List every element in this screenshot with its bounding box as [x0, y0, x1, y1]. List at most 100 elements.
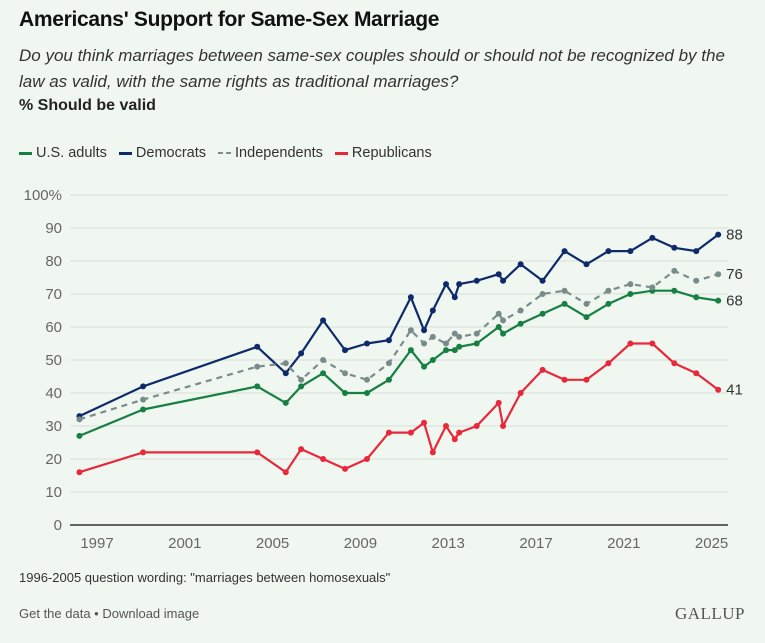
footnote: 1996-2005 question wording: "marriages b… — [19, 570, 391, 585]
x-tick-label: 2001 — [168, 535, 201, 552]
data-point — [473, 330, 480, 337]
data-point — [254, 343, 261, 350]
legend-item-republicans[interactable]: Republicans — [334, 145, 432, 161]
data-point — [500, 423, 507, 429]
legend-item-democrats[interactable]: Democrats — [118, 145, 207, 161]
x-tick-label: 2005 — [256, 535, 289, 552]
data-point — [421, 363, 428, 370]
y-axis-ticks: 0 10 20 30 40 50 60 70 80 90 100% — [24, 187, 62, 534]
y-tick-label: 0 — [54, 517, 62, 534]
legend-item-us-adults[interactable]: U.S. adults — [19, 145, 107, 161]
legend-swatch-us-adults — [19, 151, 32, 155]
end-label-independents: 76 — [726, 266, 743, 283]
data-point — [421, 327, 428, 334]
data-point — [583, 261, 590, 268]
data-point — [282, 469, 289, 476]
x-tick-label: 1997 — [80, 535, 113, 552]
data-point — [385, 360, 392, 367]
data-point — [363, 340, 370, 347]
data-point — [649, 284, 656, 291]
data-point — [583, 300, 590, 307]
x-tick-label: 2021 — [607, 535, 640, 552]
data-point — [456, 343, 463, 350]
data-point — [429, 333, 436, 340]
data-point — [451, 347, 458, 354]
data-point — [443, 281, 450, 288]
legend: U.S. adults Democrats Independents Repub… — [19, 145, 432, 161]
data-point — [76, 416, 83, 423]
data-point — [517, 320, 524, 327]
download-image-link[interactable]: Download image — [102, 606, 200, 621]
data-point — [443, 347, 450, 354]
legend-label: Democrats — [135, 145, 207, 161]
data-point — [320, 317, 327, 324]
legend-swatch-republicans — [334, 151, 348, 155]
data-point — [456, 333, 463, 340]
data-point — [429, 307, 436, 314]
y-tick-label: 90 — [45, 220, 62, 237]
data-point — [517, 390, 524, 396]
data-point — [627, 281, 634, 288]
y-tick-label: 70 — [45, 286, 62, 303]
data-point — [456, 281, 463, 288]
data-point — [443, 423, 450, 429]
data-point — [140, 406, 147, 413]
series-line-republicans — [79, 342, 719, 474]
x-axis-ticks: 1997 2001 2005 2009 2013 2017 2021 2025 — [80, 535, 728, 552]
data-point — [140, 449, 147, 456]
data-point — [451, 294, 458, 301]
data-point — [363, 456, 370, 462]
data-point — [715, 297, 722, 304]
series-u-s-adults — [76, 287, 722, 439]
legend-label: Independents — [235, 145, 323, 161]
data-point — [605, 360, 612, 367]
y-tick-label: 60 — [45, 319, 62, 336]
data-point — [715, 271, 722, 278]
data-point — [140, 396, 147, 403]
y-tick-label: 100% — [24, 187, 62, 204]
gallup-logo: GALLUP — [674, 604, 745, 623]
data-point — [561, 300, 568, 307]
data-point — [140, 383, 147, 390]
data-point — [298, 350, 305, 357]
data-point — [342, 465, 349, 472]
end-label-democrats: 88 — [726, 227, 743, 244]
y-tick-label: 20 — [45, 451, 62, 468]
data-point — [605, 248, 612, 255]
end-label-u-s-adults: 68 — [726, 293, 743, 310]
data-point — [385, 376, 392, 383]
x-tick-label: 2017 — [519, 535, 552, 552]
data-point — [500, 277, 507, 284]
x-tick-label: 2009 — [344, 535, 377, 552]
data-point — [693, 248, 700, 255]
data-point — [76, 469, 83, 476]
legend-label: Republicans — [351, 145, 432, 161]
data-point — [473, 277, 480, 284]
data-point — [298, 383, 305, 390]
data-point — [342, 390, 349, 396]
chart-subtitle: Do you think marriages between same-sex … — [19, 46, 725, 91]
data-point — [407, 294, 414, 301]
data-point — [429, 449, 436, 456]
data-point — [473, 423, 480, 429]
data-point — [282, 360, 289, 367]
data-point — [495, 399, 502, 406]
data-point — [605, 287, 612, 294]
data-point — [561, 376, 568, 383]
get-data-link[interactable]: Get the data — [19, 606, 91, 621]
data-point — [671, 267, 678, 274]
data-point — [539, 291, 546, 297]
data-point — [385, 337, 392, 344]
data-point — [693, 370, 700, 377]
chart-title: Americans' Support for Same-Sex Marriage — [19, 8, 440, 31]
legend-item-independents[interactable]: Independents — [218, 145, 323, 161]
data-point — [298, 376, 305, 383]
legend-label: U.S. adults — [36, 145, 107, 161]
data-point — [407, 327, 414, 334]
unit-label: % Should be valid — [19, 97, 156, 114]
data-point — [627, 340, 634, 347]
link-separator: • — [90, 606, 103, 621]
series-line-independents — [79, 269, 719, 421]
data-point — [451, 330, 458, 337]
data-point — [342, 347, 349, 354]
